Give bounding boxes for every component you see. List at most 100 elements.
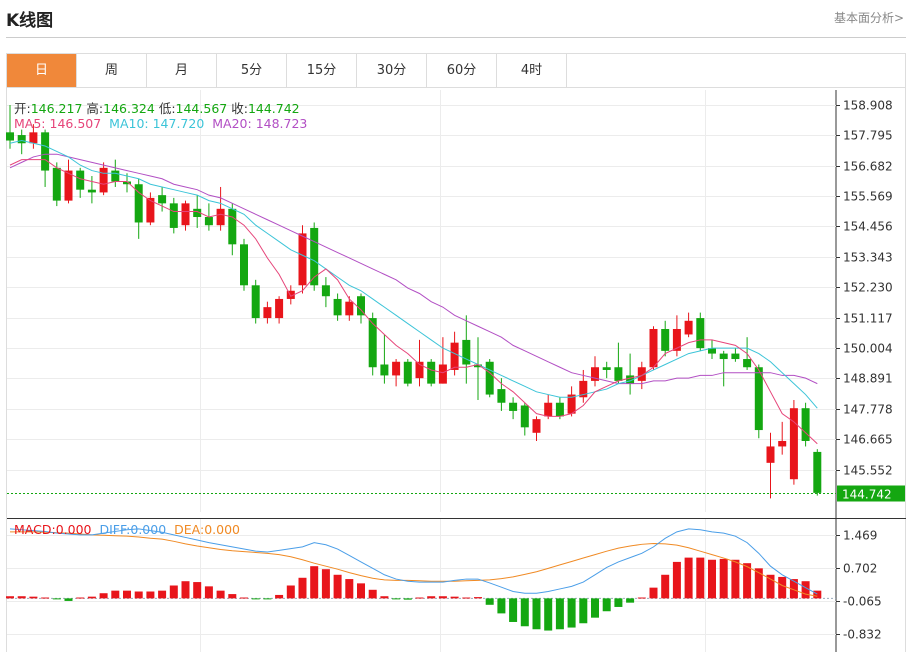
tab-month[interactable]: 月 — [147, 54, 217, 87]
candle-body — [275, 298, 284, 319]
macd-bar — [754, 568, 763, 599]
candle-body — [415, 361, 424, 379]
macd-bar — [813, 590, 822, 599]
macd-bar — [321, 569, 330, 599]
candle-body — [380, 364, 389, 376]
candle-body — [637, 367, 646, 381]
price-tick-label: 156.682 — [843, 160, 893, 174]
macd-bar — [263, 598, 272, 600]
price-tick-label: 152.230 — [843, 281, 893, 295]
macd-bar — [169, 585, 178, 599]
macd-bar — [591, 598, 599, 618]
diff-label: DIFF: — [99, 522, 131, 537]
candle-body — [134, 184, 143, 223]
candle-body — [672, 328, 681, 351]
macd-bar — [275, 594, 284, 599]
macd-readout: MACD:0.000 DIFF:0.000 DEA:0.000 — [14, 522, 240, 537]
macd-bar — [240, 597, 248, 599]
open-value: 146.217 — [30, 101, 83, 116]
kline-chart-area[interactable] — [6, 88, 906, 652]
macd-bar — [450, 596, 459, 599]
price-tick-label: 155.569 — [843, 190, 893, 204]
candle-body — [87, 189, 96, 193]
tab-30min[interactable]: 30分 — [357, 54, 427, 87]
tab-day[interactable]: 日 — [7, 54, 77, 87]
macd-bar — [87, 596, 96, 599]
macd-bar — [509, 598, 518, 622]
candle-body — [193, 208, 202, 218]
price-tick-label: 151.117 — [843, 312, 893, 326]
candle-body — [427, 361, 436, 384]
candle-body — [696, 318, 705, 349]
ma10-value: 147.720 — [152, 116, 205, 131]
macd-bar — [485, 598, 494, 605]
tab-15min[interactable]: 15分 — [287, 54, 357, 87]
candle-body — [204, 217, 213, 226]
macd-value: 0.000 — [55, 522, 92, 537]
macd-bar — [649, 587, 658, 599]
price-tick-label: 147.778 — [843, 403, 893, 417]
ma20-line — [9, 153, 818, 385]
macd-bar — [684, 557, 693, 599]
low-label: 低: — [158, 101, 176, 116]
macd-bar — [29, 596, 38, 599]
low-value: 144.567 — [175, 101, 228, 116]
candle-body — [520, 405, 529, 428]
candle-body — [6, 132, 14, 141]
macd-bar — [614, 598, 623, 607]
candle-body — [591, 367, 599, 381]
macd-bar — [801, 581, 810, 599]
candle-body — [450, 342, 459, 370]
macd-bar — [111, 590, 120, 599]
macd-bar — [497, 598, 506, 614]
macd-bar — [743, 563, 752, 599]
candle-body — [719, 353, 728, 360]
macd-bar — [204, 586, 213, 599]
fundamental-analysis-link[interactable]: 基本面分析> — [833, 11, 904, 25]
candle-body — [333, 298, 342, 316]
candle-body — [181, 203, 190, 226]
price-tick-label: 146.665 — [843, 433, 893, 447]
tab-60min[interactable]: 60分 — [427, 54, 497, 87]
candle-body — [403, 361, 412, 384]
macd-bar — [181, 581, 190, 599]
high-value: 146.324 — [103, 101, 155, 116]
ma20-label: MA20: — [212, 116, 252, 131]
page-title: K线图 — [6, 11, 54, 31]
candle-body — [731, 353, 740, 360]
tab-4hour[interactable]: 4时 — [497, 54, 567, 87]
macd-bar — [333, 574, 342, 599]
price-tick-label: 157.795 — [843, 129, 893, 143]
close-label: 收: — [231, 101, 248, 116]
candle-body — [661, 328, 670, 351]
ma5-value: 146.507 — [49, 116, 102, 131]
tab-5min[interactable]: 5分 — [217, 54, 287, 87]
macd-bar — [474, 597, 482, 599]
dea-value: 0.000 — [204, 522, 240, 537]
macd-bar — [555, 598, 564, 630]
header: K线图 基本面分析> — [0, 0, 912, 36]
candle-body — [321, 285, 330, 297]
price-tick-label: 154.456 — [843, 220, 893, 234]
macd-bar — [637, 597, 646, 599]
ma-readout: MA5: 146.507 MA10: 147.720 MA20: 148.723 — [14, 116, 307, 131]
candle-body — [813, 451, 822, 493]
macd-bar — [602, 598, 611, 612]
candles — [6, 105, 822, 499]
macd-tick-label: 1.469 — [843, 529, 877, 543]
macd-panel — [6, 528, 836, 631]
macd-bar — [17, 596, 26, 599]
macd-label: MACD: — [14, 522, 56, 537]
macd-bar — [532, 598, 541, 630]
diff-line — [9, 528, 818, 595]
candle-body — [240, 244, 248, 286]
macd-bar — [357, 583, 365, 599]
candle-body — [368, 318, 377, 368]
macd-bar — [520, 598, 529, 627]
price-tick-label: 148.891 — [843, 372, 893, 386]
candle-body — [286, 290, 295, 299]
candle-body — [532, 419, 541, 433]
candle-body — [438, 364, 447, 384]
tab-week[interactable]: 周 — [77, 54, 147, 87]
